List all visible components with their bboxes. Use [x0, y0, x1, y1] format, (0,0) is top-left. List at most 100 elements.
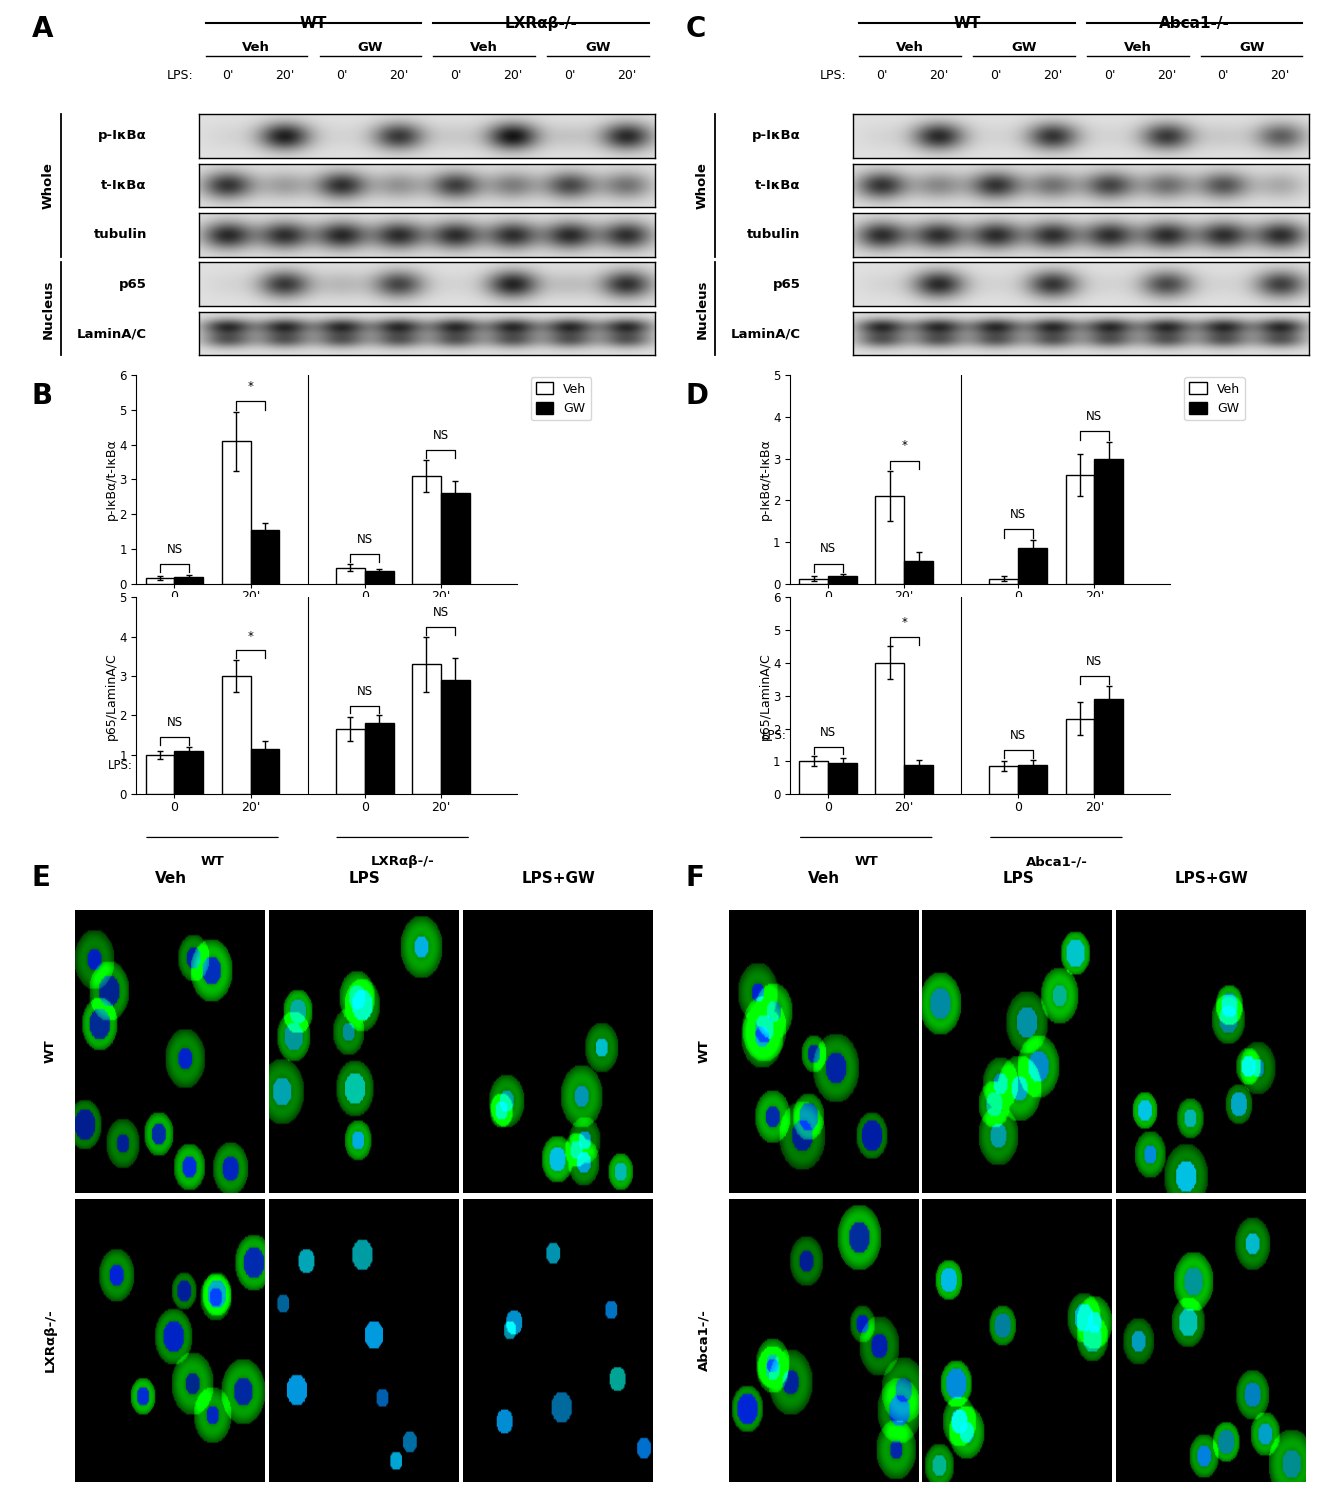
Text: WT: WT [697, 1040, 710, 1064]
Text: 0': 0' [1218, 69, 1229, 82]
Text: Veh: Veh [896, 40, 924, 54]
Text: NS: NS [432, 429, 448, 441]
Text: 20': 20' [275, 69, 295, 82]
Text: 0': 0' [564, 69, 575, 82]
Text: p-IκBα: p-IκBα [752, 129, 801, 142]
Text: 20': 20' [389, 69, 408, 82]
Text: 20': 20' [1270, 69, 1290, 82]
Text: NS: NS [1087, 656, 1103, 668]
Bar [1095, 459, 1124, 584]
Text: GW: GW [1011, 40, 1036, 54]
Text: Nucleus: Nucleus [42, 279, 54, 339]
Text: Whole: Whole [695, 162, 709, 209]
Text: 20': 20' [617, 69, 636, 82]
Text: Whole: Whole [42, 162, 54, 209]
Bar [175, 576, 204, 584]
Text: 0': 0' [222, 69, 234, 82]
Text: *: * [902, 440, 907, 453]
Bar [145, 579, 175, 584]
Text: WT: WT [300, 16, 327, 32]
Text: Veh: Veh [471, 40, 498, 54]
Y-axis label: p65/LaminA/C: p65/LaminA/C [104, 652, 118, 740]
Text: NS: NS [432, 606, 448, 619]
Text: Abca1-/-: Abca1-/- [1026, 648, 1087, 662]
Bar [828, 576, 857, 584]
Text: LXRαβ-/-: LXRαβ-/- [505, 16, 578, 32]
Bar [875, 496, 904, 584]
Text: LaminA/C: LaminA/C [77, 327, 147, 340]
Y-axis label: p-IκBα/t-IκBα: p-IκBα/t-IκBα [104, 438, 118, 520]
Text: LaminA/C: LaminA/C [731, 327, 801, 340]
Text: Veh: Veh [1124, 40, 1151, 54]
Text: LPS:: LPS: [761, 729, 787, 742]
Text: Nucleus: Nucleus [695, 279, 709, 339]
Bar [440, 494, 469, 584]
Text: B: B [32, 382, 53, 410]
Bar [222, 441, 251, 584]
Bar [800, 762, 828, 794]
Bar [336, 729, 365, 794]
Bar [1095, 699, 1124, 794]
Text: NS: NS [1010, 509, 1026, 520]
Text: LPS:: LPS: [167, 69, 193, 82]
Bar [1066, 476, 1095, 584]
Text: LPS:: LPS: [820, 69, 847, 82]
Text: LPS+GW: LPS+GW [521, 871, 595, 886]
Text: NS: NS [357, 684, 373, 698]
Text: GW: GW [586, 40, 611, 54]
Text: 20': 20' [1043, 69, 1062, 82]
Text: NS: NS [820, 542, 837, 555]
Bar [440, 680, 469, 794]
Text: t-IκBα: t-IκBα [102, 178, 147, 192]
Bar [365, 572, 394, 584]
Bar [989, 579, 1018, 584]
Text: 0': 0' [990, 69, 1001, 82]
Text: F: F [686, 864, 705, 891]
Text: WT: WT [854, 855, 878, 868]
Text: Veh: Veh [242, 40, 270, 54]
Text: WT: WT [201, 648, 225, 662]
Text: 20': 20' [929, 69, 948, 82]
Text: LPS:: LPS: [761, 960, 787, 972]
Bar [222, 676, 251, 794]
Text: WT: WT [854, 648, 878, 662]
Text: WT: WT [44, 1040, 57, 1064]
Bar [251, 748, 279, 794]
Text: NS: NS [1010, 729, 1026, 742]
Bar [175, 752, 204, 794]
Text: 20': 20' [502, 69, 522, 82]
Text: NS: NS [820, 726, 837, 738]
Text: LPS:: LPS: [108, 759, 132, 771]
Text: 20': 20' [1157, 69, 1177, 82]
Text: A: A [32, 15, 53, 44]
Bar [1018, 548, 1047, 584]
Text: NS: NS [1087, 410, 1103, 423]
Text: NS: NS [167, 716, 182, 729]
Text: 0': 0' [449, 69, 461, 82]
Text: LPS: LPS [349, 871, 381, 886]
Text: 0': 0' [875, 69, 887, 82]
Y-axis label: p65/LaminA/C: p65/LaminA/C [759, 652, 772, 740]
Bar [1066, 718, 1095, 794]
Bar [1018, 765, 1047, 794]
Bar [145, 754, 175, 794]
Bar [336, 568, 365, 584]
Text: GW: GW [357, 40, 383, 54]
Text: p-IκBα: p-IκBα [98, 129, 147, 142]
Y-axis label: p-IκBα/t-IκBα: p-IκBα/t-IκBα [759, 438, 772, 520]
Bar [411, 664, 440, 794]
Text: *: * [247, 630, 254, 642]
Text: tubulin: tubulin [747, 228, 801, 242]
Text: WT: WT [201, 855, 225, 868]
Bar [251, 530, 279, 584]
Bar [828, 764, 857, 794]
Bar [904, 765, 933, 794]
Bar [800, 579, 828, 584]
Bar [365, 723, 394, 794]
Text: *: * [247, 380, 254, 393]
Text: LXRαβ-/-: LXRαβ-/- [370, 855, 435, 868]
Text: WT: WT [953, 16, 981, 32]
Text: Veh: Veh [808, 871, 841, 886]
Text: LPS+GW: LPS+GW [1175, 871, 1249, 886]
Text: p65: p65 [119, 278, 147, 291]
